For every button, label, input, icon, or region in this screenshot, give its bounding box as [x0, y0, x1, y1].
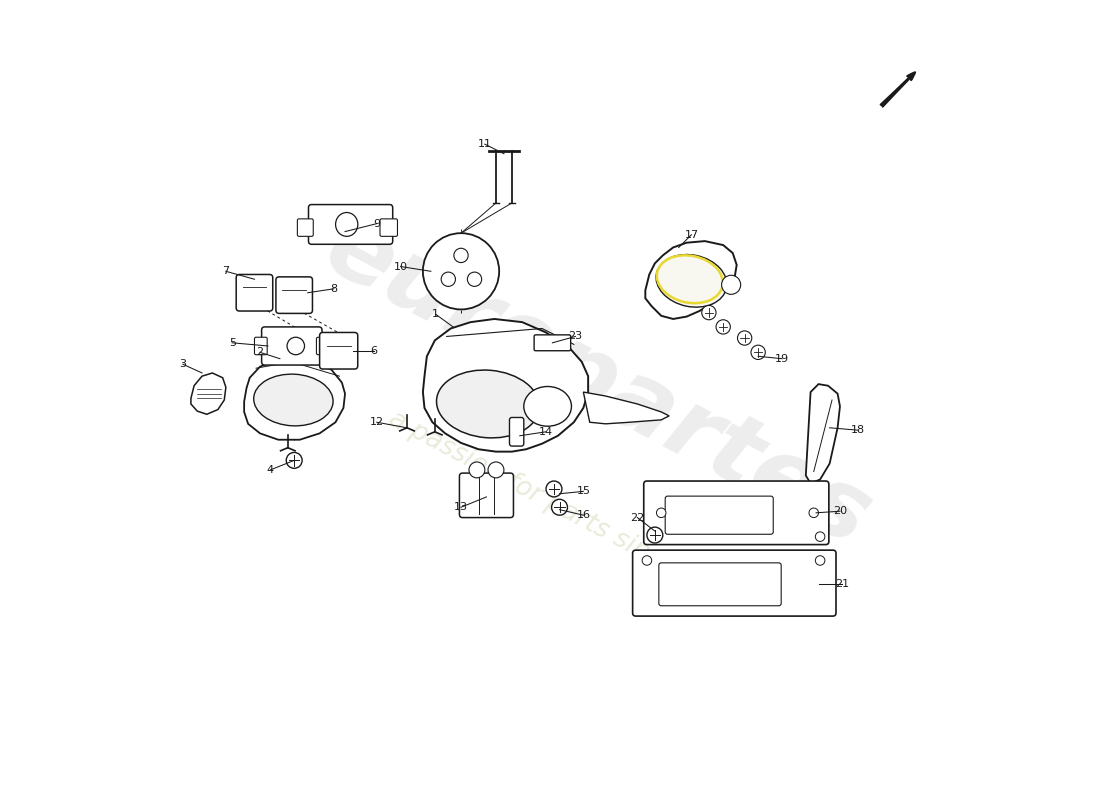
Circle shape — [815, 532, 825, 542]
Circle shape — [551, 499, 568, 515]
FancyBboxPatch shape — [632, 550, 836, 616]
Text: 13: 13 — [454, 502, 467, 512]
Circle shape — [647, 527, 663, 543]
Text: a passion for parts since 1985: a passion for parts since 1985 — [384, 406, 748, 616]
FancyBboxPatch shape — [535, 335, 571, 350]
Ellipse shape — [254, 374, 333, 426]
Circle shape — [488, 462, 504, 478]
Text: 3: 3 — [179, 359, 187, 370]
Circle shape — [657, 508, 665, 518]
Circle shape — [286, 453, 302, 468]
Text: 2: 2 — [256, 347, 264, 358]
FancyBboxPatch shape — [262, 327, 322, 365]
Circle shape — [546, 481, 562, 497]
Polygon shape — [422, 319, 588, 452]
Text: 14: 14 — [539, 426, 553, 437]
Circle shape — [716, 320, 730, 334]
Text: 22: 22 — [630, 513, 645, 522]
FancyBboxPatch shape — [320, 333, 358, 369]
Circle shape — [722, 275, 740, 294]
Text: 19: 19 — [774, 354, 789, 364]
Circle shape — [815, 556, 825, 566]
FancyBboxPatch shape — [308, 205, 393, 244]
FancyBboxPatch shape — [666, 496, 773, 534]
Ellipse shape — [656, 254, 727, 307]
FancyBboxPatch shape — [644, 481, 829, 545]
Text: 4: 4 — [267, 465, 274, 475]
Text: 1: 1 — [432, 309, 439, 319]
Text: 5: 5 — [229, 338, 235, 348]
Circle shape — [737, 331, 751, 345]
Text: 20: 20 — [833, 506, 847, 516]
Text: 17: 17 — [684, 230, 699, 240]
Ellipse shape — [524, 386, 572, 426]
Text: 6: 6 — [370, 346, 377, 356]
Text: 9: 9 — [373, 218, 381, 229]
Text: 8: 8 — [330, 284, 338, 294]
Text: 7: 7 — [222, 266, 230, 276]
Text: 16: 16 — [576, 510, 591, 520]
Text: 21: 21 — [835, 579, 849, 590]
FancyBboxPatch shape — [379, 219, 397, 236]
Text: 11: 11 — [477, 139, 492, 149]
Text: 23: 23 — [569, 331, 583, 342]
Circle shape — [454, 248, 469, 262]
Polygon shape — [646, 241, 737, 319]
Text: 15: 15 — [576, 486, 591, 496]
Polygon shape — [583, 392, 669, 424]
Text: europartes: europartes — [309, 202, 886, 567]
Ellipse shape — [437, 370, 540, 438]
Polygon shape — [244, 358, 345, 440]
Circle shape — [642, 556, 651, 566]
Circle shape — [469, 462, 485, 478]
Circle shape — [441, 272, 455, 286]
FancyBboxPatch shape — [297, 219, 313, 236]
Circle shape — [808, 508, 818, 518]
FancyBboxPatch shape — [460, 473, 514, 518]
Ellipse shape — [336, 213, 358, 236]
FancyBboxPatch shape — [236, 274, 273, 311]
Circle shape — [702, 306, 716, 320]
Text: 10: 10 — [394, 262, 408, 271]
Circle shape — [422, 233, 499, 310]
Text: 18: 18 — [851, 425, 866, 435]
FancyBboxPatch shape — [317, 338, 329, 354]
Circle shape — [468, 272, 482, 286]
FancyBboxPatch shape — [276, 277, 312, 314]
Polygon shape — [806, 384, 840, 483]
Ellipse shape — [287, 338, 305, 354]
Circle shape — [751, 345, 766, 359]
Text: 12: 12 — [370, 418, 384, 427]
FancyBboxPatch shape — [509, 418, 524, 446]
FancyBboxPatch shape — [254, 338, 267, 354]
FancyBboxPatch shape — [659, 563, 781, 606]
Polygon shape — [191, 373, 225, 414]
